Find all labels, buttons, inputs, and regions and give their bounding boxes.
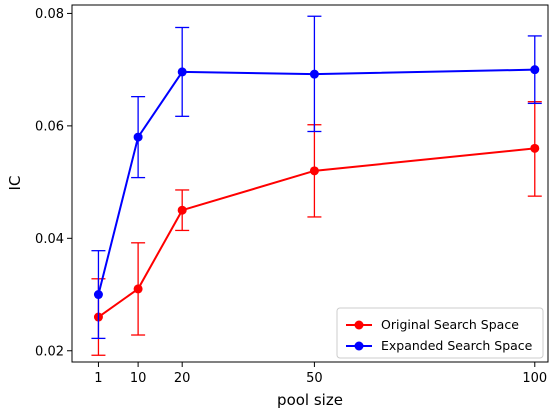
- y-tick-label: 0.02: [35, 344, 64, 359]
- legend-label-original: Original Search Space: [381, 317, 519, 332]
- legend-marker-original: [354, 320, 364, 330]
- y-tick-label: 0.04: [35, 232, 64, 247]
- legend-label-expanded: Expanded Search Space: [381, 338, 533, 353]
- x-axis-label: pool size: [277, 391, 343, 409]
- y-tick-label: 0.06: [35, 119, 64, 134]
- data-point: [93, 290, 103, 300]
- x-axis-ticks: 1 10 20 50 100: [94, 362, 547, 386]
- data-point: [309, 69, 319, 79]
- data-point: [133, 132, 143, 142]
- x-tick-label: 20: [174, 371, 191, 386]
- x-tick-label: 100: [522, 371, 547, 386]
- data-point: [177, 205, 187, 215]
- legend-marker-expanded: [354, 341, 364, 351]
- data-point: [177, 67, 187, 77]
- legend: Original Search Space Expanded Search Sp…: [336, 307, 544, 359]
- x-tick-label: 1: [94, 371, 102, 386]
- series-1: [91, 15, 542, 340]
- x-tick-label: 10: [130, 371, 147, 386]
- data-point: [309, 166, 319, 176]
- y-axis-label: IC: [6, 176, 24, 191]
- plot-area: [71, 4, 549, 363]
- x-tick-label: 50: [306, 371, 323, 386]
- y-axis-ticks: 0.02 0.04 0.06 0.08: [35, 7, 72, 359]
- series-layer: [91, 15, 542, 356]
- data-point: [133, 284, 143, 294]
- legend-box: [336, 307, 544, 359]
- data-point: [530, 65, 540, 75]
- y-tick-label: 0.08: [35, 7, 64, 22]
- data-point: [530, 143, 540, 153]
